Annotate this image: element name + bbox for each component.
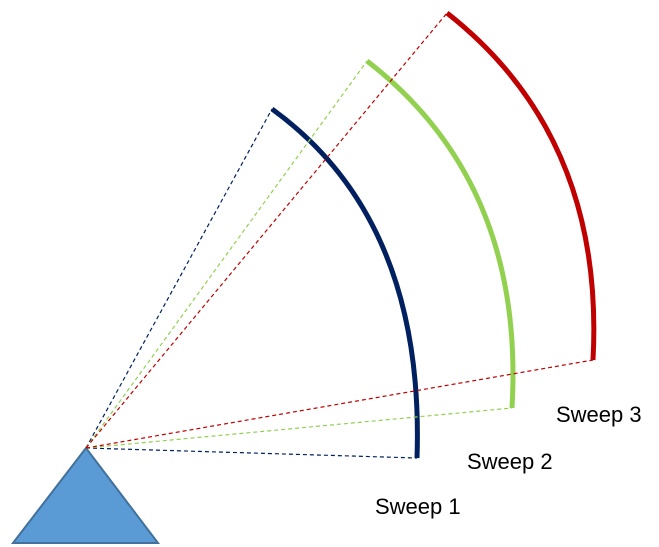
sweep-2 <box>85 59 516 449</box>
sweep-3-upper-boundary-line <box>85 12 448 449</box>
sweep-2-arc <box>365 59 516 409</box>
sweep-1-arc <box>270 106 420 459</box>
sweep-1-upper-boundary-line <box>85 108 273 449</box>
sweep-3-arc <box>445 11 597 361</box>
sweep-3 <box>85 11 597 449</box>
sweep-1 <box>85 106 420 459</box>
sweep-1-label: Sweep 1 <box>375 494 461 519</box>
sweep-3-lower-boundary-line <box>85 359 594 449</box>
sweep-2-lower-boundary-line <box>85 407 513 449</box>
sweep-3-label: Sweep 3 <box>556 402 642 427</box>
source-triangle <box>10 446 161 544</box>
sweep-2-label: Sweep 2 <box>467 449 553 474</box>
sweep-2-upper-boundary-line <box>85 60 368 449</box>
sweep-1-lower-boundary-line <box>85 447 418 459</box>
